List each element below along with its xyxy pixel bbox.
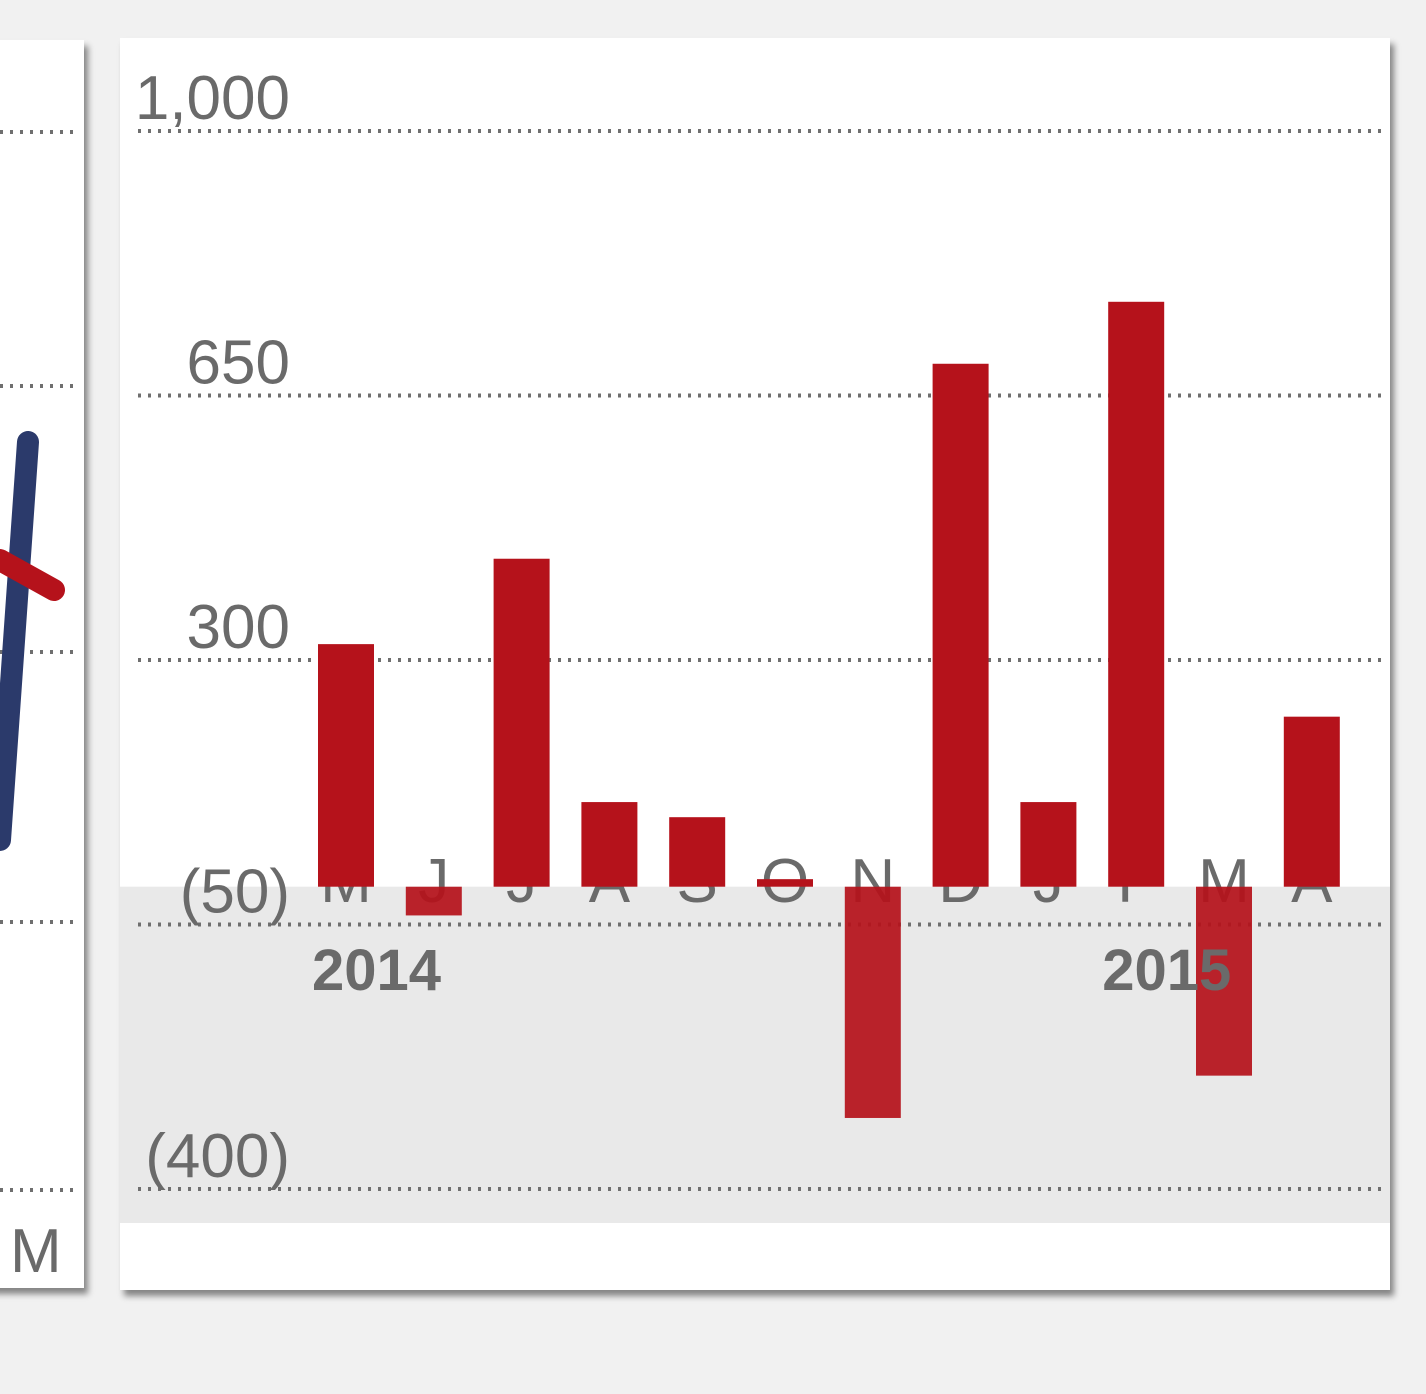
bar: [581, 802, 638, 887]
bar: [932, 363, 989, 887]
x-axis-year-labels: 2014 2015: [312, 938, 1231, 1003]
y-tick-label: 1,000: [135, 64, 290, 133]
bar: [757, 879, 813, 887]
y-tick-label: 300: [187, 593, 290, 662]
negative-region-shading: [120, 886, 1390, 1223]
x-year-label: 2015: [1102, 938, 1231, 1003]
left-series-line-blue: [0, 431, 39, 851]
bar: [1108, 301, 1165, 887]
bar: [1020, 802, 1077, 887]
left-series-line-red: [0, 549, 65, 601]
bar: [318, 644, 374, 887]
x-year-label: 2014: [312, 938, 441, 1003]
left-chart-panel: M: [0, 40, 84, 1288]
y-tick-label: 650: [187, 329, 290, 398]
bar: [405, 886, 462, 916]
bars: [318, 301, 1340, 1118]
bar: [669, 817, 726, 887]
bar: [844, 886, 901, 1118]
bar: [493, 558, 550, 887]
bar: [1283, 716, 1340, 887]
y-tick-label: (400): [145, 1122, 290, 1191]
gridlines: [138, 129, 1386, 1191]
bar: [1196, 886, 1252, 1076]
left-chart-svg: M: [0, 130, 76, 1286]
y-axis-tick-labels: 1,000 650 300 (50) (400): [135, 64, 290, 1191]
y-tick-label: (50): [180, 858, 290, 927]
left-x-tick-label: M: [10, 1217, 62, 1286]
